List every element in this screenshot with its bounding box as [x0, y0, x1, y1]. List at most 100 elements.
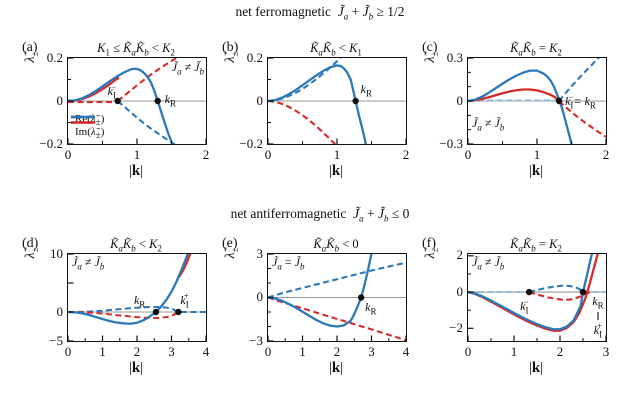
curve-im-plus [268, 58, 342, 103]
row-title-ferromagnetic: net ferromagnetic J̃a + J̃b ≥ 1/2 [235, 4, 405, 22]
curve-re [268, 254, 373, 328]
curve-re-plus [468, 69, 573, 144]
point-label: kR ‖ kI+ [592, 294, 604, 340]
panel-letter: (a) [22, 40, 38, 55]
point-label: kR [164, 92, 177, 109]
point-label: kR [133, 293, 146, 310]
x-tick-label: 2 [602, 147, 610, 162]
y-tick-label: 0.2 [46, 49, 63, 65]
x-tick-label: 1 [510, 344, 518, 359]
y-tick-label: 0.3 [446, 49, 463, 65]
panel-title: K̃aK̃b < 0 [313, 237, 359, 254]
x-tick-label: 4 [402, 344, 410, 359]
panel-letter: (f) [422, 236, 436, 251]
point-label: kI−= kR [565, 92, 596, 111]
marker-dot [525, 288, 533, 296]
point-label: kR [360, 82, 372, 99]
panel-title: K̃aK̃b = K2 [510, 41, 562, 58]
marker-dot [114, 97, 121, 105]
plot-canvas [68, 58, 206, 144]
y-tick-label: −2 [449, 319, 463, 335]
x-tick-label: 2 [333, 344, 341, 359]
marker-dot [152, 308, 160, 316]
plot-area-c: 0 1 2 0.3 0 −0.3 kI−= kR J̃a ≠ J̃b [439, 50, 609, 163]
curve-im-plus [268, 261, 406, 299]
plot-area-a: 0 1 2 0.2 0 −0.2 kI− kR J̃a ≠ J̃b Re(λ̃±) Im(λ̃±) [39, 50, 209, 163]
x-tick-label: 1 [333, 147, 341, 162]
x-tick-label: 4 [202, 344, 210, 359]
curve-im-minus [558, 100, 606, 138]
curve-im-minus [528, 291, 591, 301]
x-tick-label: 0 [64, 147, 72, 162]
x-axis-label: |k| [128, 163, 144, 179]
marker-dot [579, 288, 587, 296]
plot-canvas [468, 254, 606, 341]
panel-letter: (e) [222, 236, 238, 251]
y-tick-label: −0.2 [39, 135, 63, 151]
curve-im-minus [268, 99, 337, 144]
x-tick-label: 3 [168, 344, 175, 359]
x-axis-label: |k| [328, 360, 344, 376]
x-tick-label: 0 [264, 147, 272, 162]
plot-area-b: 0 1 2 0.2 0 −0.2 kR [239, 50, 409, 163]
marker-dot [154, 97, 161, 105]
point-label: kI+ [180, 291, 189, 310]
point-label: kI− [520, 297, 529, 316]
curve-re-plus [68, 67, 174, 144]
condition-annotation: J̃a ≠ J̃b [472, 116, 505, 133]
panel-letter: (c) [422, 40, 438, 55]
x-tick-label: 3 [602, 344, 610, 359]
y-tick-label: 3 [256, 245, 264, 261]
x-axis-label: |k| [128, 360, 144, 376]
marker-dot [357, 294, 365, 301]
y-tick-label: 0 [256, 92, 264, 108]
x-axis-label: |k| [328, 163, 344, 179]
y-tick-label: 0 [456, 92, 464, 108]
x-tick-label: 3 [368, 344, 375, 359]
plot-canvas [468, 58, 606, 144]
curve-im-plus [528, 284, 584, 294]
panel-letter: (d) [22, 236, 39, 251]
y-tick-label: −5 [49, 332, 63, 348]
x-tick-label: 2 [202, 147, 210, 162]
marker-dot [555, 97, 563, 105]
x-tick-label: 2 [133, 344, 141, 359]
y-tick-label: 0.2 [246, 49, 263, 65]
dashed-line-sample [71, 115, 95, 124]
curve-re-plus [68, 254, 189, 325]
marker-dot [352, 97, 359, 105]
curve-im-minus [116, 100, 176, 144]
x-tick-label: 0 [264, 344, 272, 359]
plot-area-e: 0 1 2 3 4 3 0 −3 kR J̃a = J̃b [249, 246, 409, 360]
point-label: kR [365, 299, 377, 316]
x-tick-label: 0 [64, 344, 72, 359]
plot-legend: Re(λ̃±) Im(λ̃±) [71, 113, 105, 141]
plot-canvas [268, 58, 406, 144]
condition-annotation: J̃a ≠ J̃b [72, 255, 105, 272]
x-tick-label: 0 [464, 147, 472, 162]
plot-canvas [268, 254, 406, 341]
panel-title: K̃aK̃b < K1 [310, 41, 362, 58]
y-tick-label: 2 [456, 247, 464, 263]
panel-title: K̃aK̃b < K2 [110, 237, 162, 254]
y-tick-label: 0 [56, 303, 64, 319]
x-tick-label: 0 [464, 344, 472, 359]
legend-entry: Im(λ̃±) [71, 115, 105, 141]
x-tick-label: 2 [556, 344, 564, 359]
legend-label: Im(λ̃±) [75, 126, 105, 141]
panel-title: K1 ≤ K̃aK̃b < K2 [97, 41, 175, 58]
y-tick-label: 0 [56, 92, 64, 108]
y-tick-label: 10 [50, 245, 63, 261]
x-tick-label: 1 [133, 147, 141, 162]
curve-im-plus [117, 58, 179, 102]
panel-title: K̃aK̃b = K2 [510, 237, 562, 254]
curve-im-minus [68, 311, 179, 320]
curve-im-plus [558, 58, 600, 102]
y-tick-label: −0.3 [439, 135, 463, 151]
x-tick-label: 1 [533, 147, 541, 162]
panel-letter: (b) [222, 40, 239, 55]
x-tick-label: 2 [402, 147, 410, 162]
plot-area-d: 0 1 2 3 4 10 0 −5 kR kI+ J̃a ≠ J̃b [49, 246, 209, 360]
y-tick-label: 0 [256, 289, 264, 304]
